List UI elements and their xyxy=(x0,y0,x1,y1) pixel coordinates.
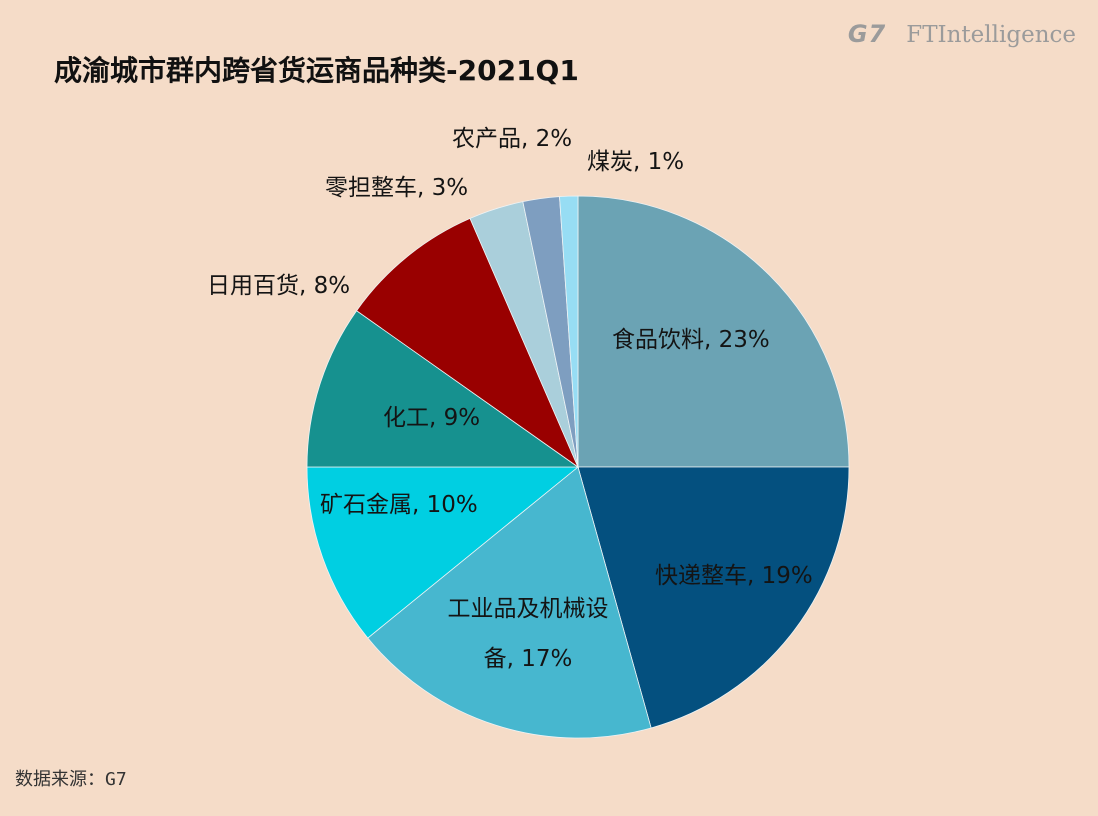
slice-label-3: 工业品及机械设备, 17% xyxy=(448,596,609,672)
slice-label-7: 零担整车, 3% xyxy=(325,175,468,201)
pie-labels: 食品饮料, 23% 快递整车, 19% 工业品及机械设备, 17% 矿石金属, 10%… xyxy=(207,126,813,672)
logo-name: FTIntelligence xyxy=(906,22,1076,48)
pie-slice-9 xyxy=(559,195,579,468)
slice-label-1: 食品饮料, 23% xyxy=(612,327,770,353)
pie-slice-2 xyxy=(577,466,850,729)
slice-label-9: 煤炭, 1% xyxy=(587,149,684,175)
chart-title: 成渝城市群内跨省货运商品种类-2021Q1 xyxy=(54,54,579,87)
pie-slice-4 xyxy=(306,466,580,639)
pie-slices xyxy=(306,195,850,739)
pie-slice-3 xyxy=(367,466,652,739)
data-source-note: 数据来源：G7 xyxy=(15,769,127,790)
pie-slice-6 xyxy=(356,217,579,469)
pie-slice-5 xyxy=(306,310,580,468)
slice-label-4: 矿石金属, 10% xyxy=(320,492,478,518)
brand-logo: G7 FTIntelligence xyxy=(848,20,1076,48)
slice-label-5: 化工, 9% xyxy=(383,405,480,431)
slice-label-8: 农产品, 2% xyxy=(452,126,572,152)
logo-mark: G7 xyxy=(847,20,887,48)
slice-label-2: 快递整车, 19% xyxy=(655,563,813,589)
slice-label-6: 日用百货, 8% xyxy=(207,273,350,299)
pie-slice-1 xyxy=(577,195,850,468)
